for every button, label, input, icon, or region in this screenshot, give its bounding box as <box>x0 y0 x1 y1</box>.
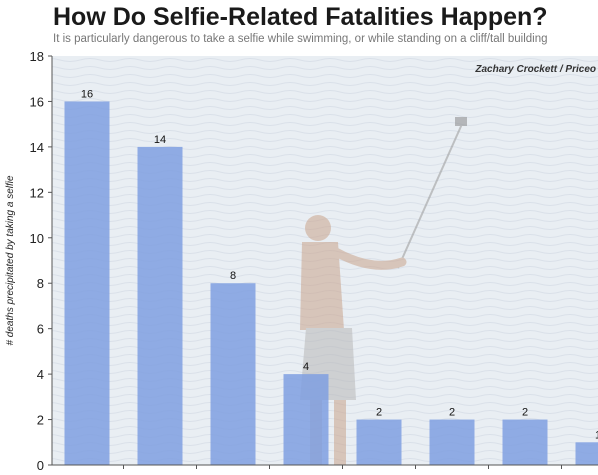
data-label-1: 16 <box>81 88 93 100</box>
y-tick-label: 0 <box>37 458 44 473</box>
data-label-7: 2 <box>522 407 528 419</box>
bars-group: 16 14 8 4 2 2 2 1 <box>64 88 598 465</box>
bar-2 <box>137 146 183 465</box>
credit-text: Zachary Crockett / Priceo <box>474 64 596 75</box>
bar-4 <box>283 374 329 465</box>
data-label-4: 4 <box>303 361 309 373</box>
bar-3 <box>210 283 256 465</box>
bar-8 <box>575 442 598 465</box>
y-tick-label: 6 <box>37 322 44 337</box>
y-tick-label: 8 <box>37 276 44 291</box>
data-label-8: 1 <box>595 429 598 441</box>
y-tick-label: 4 <box>37 367 44 382</box>
y-axis-title: # deaths precipitated by taking a selfie <box>5 175 16 346</box>
y-tick-label: 16 <box>30 94 44 109</box>
y-tick-label: 10 <box>30 231 44 246</box>
data-label-3: 8 <box>230 270 236 282</box>
data-label-6: 2 <box>449 407 455 419</box>
data-label-5: 2 <box>376 407 382 419</box>
chart-title: How Do Selfie-Related Fatalities Happen? <box>53 3 548 31</box>
data-label-2: 14 <box>154 134 166 146</box>
y-tick-label: 2 <box>37 413 44 428</box>
bar-1 <box>64 101 110 465</box>
chart-subtitle: It is particularly dangerous to take a s… <box>53 33 548 45</box>
bar-7 <box>502 419 548 465</box>
y-tick-label: 14 <box>30 140 44 155</box>
y-tick-label: 18 <box>30 49 44 64</box>
bar-5 <box>356 419 402 465</box>
y-tick-label: 12 <box>30 185 44 200</box>
bar-6 <box>429 419 475 465</box>
